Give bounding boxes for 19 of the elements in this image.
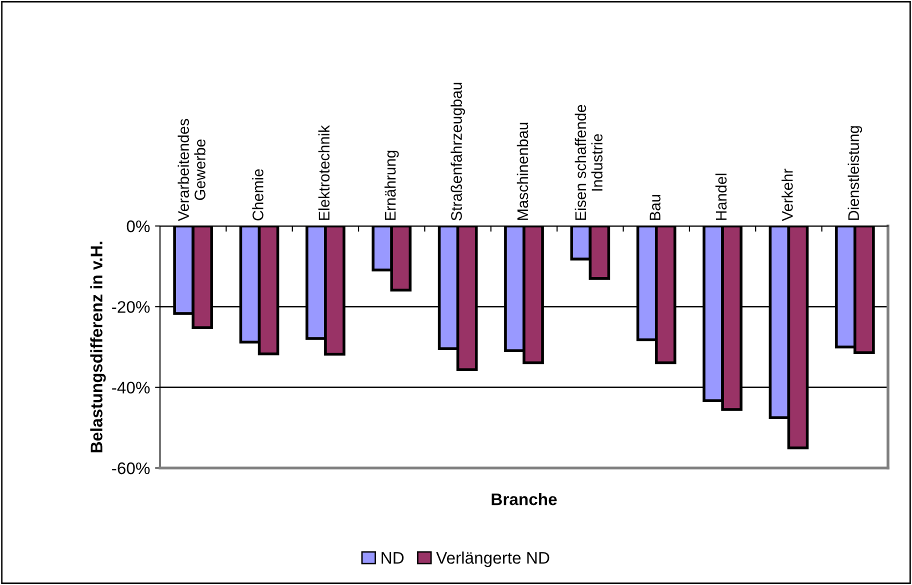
x-tick-label: Maschinenbau — [516, 122, 528, 220]
x-tick-label: Verkehr — [782, 168, 793, 222]
x-tick-label: Handel — [715, 174, 727, 220]
x-tick-label: Verarbeitendes Gewerbe — [178, 118, 206, 222]
legend-label: ND — [382, 552, 404, 564]
y-tick-label: -20% — [112, 301, 150, 313]
x-tick-label: Chemie — [252, 169, 264, 220]
y-tick-label: -40% — [112, 382, 150, 394]
x-tick-label: Bau — [650, 194, 660, 220]
y-tick-label: 0% — [126, 220, 150, 232]
x-tick-label: Elektrotechnik — [318, 125, 330, 220]
x-tick-label: Dienstleistung — [848, 126, 862, 220]
x-axis-title: Branche — [492, 493, 557, 506]
x-tick-label: Ernährung — [384, 150, 399, 220]
legend-label: Verlängerte ND — [436, 552, 550, 568]
y-tick-label: -60% — [112, 462, 150, 474]
x-tick-label: Eisen schaffende Industrie — [574, 104, 603, 220]
x-tick-label: Straßenfahrzeugbau — [450, 82, 465, 220]
y-axis-title: Belastungsdifferenz in v.H. — [90, 242, 106, 452]
